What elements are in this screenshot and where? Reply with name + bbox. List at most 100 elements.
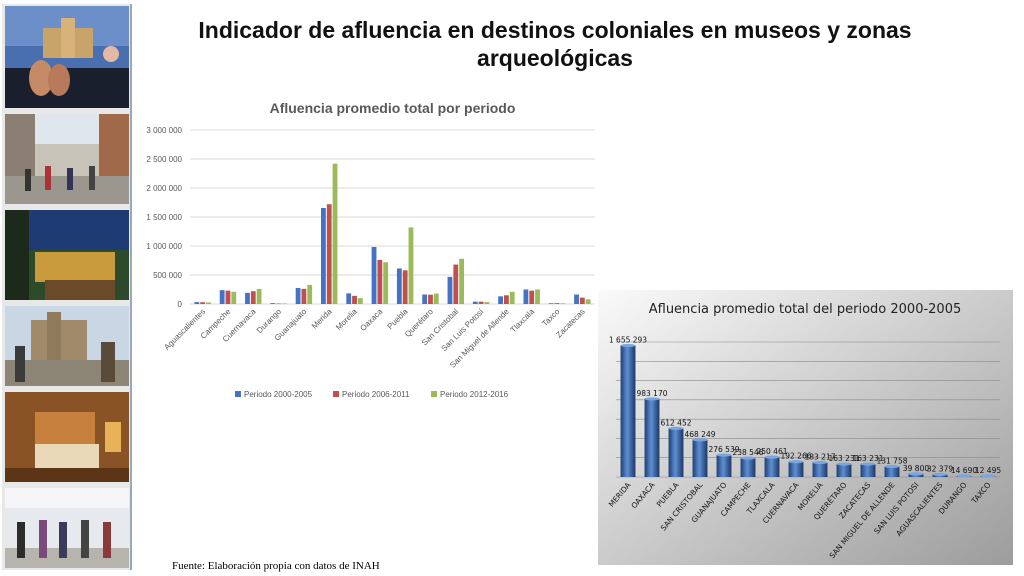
chart1-y-tick: 0 <box>178 300 183 309</box>
chart1-bar <box>256 288 262 304</box>
chart1-bar <box>548 303 554 304</box>
chart1-bar <box>554 303 560 304</box>
chart1-bar <box>231 291 237 304</box>
chart1-x-tick: Oaxaca <box>358 307 384 333</box>
chart1-bar <box>326 204 332 304</box>
chart2-bar <box>668 428 684 477</box>
slide-title: Indicador de afluencia en destinos colon… <box>198 17 912 71</box>
chart1-bar <box>585 299 591 304</box>
photo-strip <box>2 4 132 570</box>
chart2-bar <box>716 455 732 477</box>
chart1-bar <box>574 294 579 304</box>
chart2-bar <box>884 466 900 477</box>
chart1-legend-label: Periodo 2000-2005 <box>244 390 313 399</box>
chart1-bar <box>377 259 383 304</box>
chart1-bar <box>422 294 428 304</box>
chart2-bar-cap <box>668 426 684 430</box>
terrace-night-view-photo <box>5 210 129 300</box>
chart1-bar <box>396 268 402 304</box>
chart1-bar <box>332 163 338 304</box>
chart2-data-label: 163 231 <box>828 454 859 463</box>
chart1-bar <box>200 302 206 304</box>
chart1-bar <box>281 303 287 304</box>
chart2-data-label: 32 379 <box>927 464 953 473</box>
chart1-legend-swatch <box>333 391 339 397</box>
chart1-bar <box>428 294 433 304</box>
chart2-bar-cap <box>860 462 876 466</box>
chart2-data-label: 612 452 <box>660 418 691 427</box>
chart2-bar <box>836 464 852 477</box>
chart2-bar-cap <box>764 455 780 459</box>
chart1-bar <box>225 290 231 304</box>
chart1-title: Afluencia promedio total por periodo <box>270 100 516 116</box>
chart2-bar <box>812 462 828 477</box>
chart2-bar-cap <box>644 397 660 401</box>
chart1-bar <box>307 284 313 304</box>
chart1-x-tick: Merida <box>310 307 334 331</box>
chart1-bar <box>523 289 529 304</box>
chart1-legend-swatch <box>235 391 241 397</box>
chart1-x-tick: Tlaxcala <box>509 307 537 335</box>
chart1-y-tick: 2 000 000 <box>146 184 182 193</box>
chart1-bar <box>301 288 307 304</box>
chart1-bar <box>447 276 453 304</box>
chart2-bar-cap <box>932 472 948 477</box>
chart2-data-label: 250 461 <box>756 447 787 456</box>
colonial-street-crowd-photo <box>5 114 129 204</box>
chart1-bar <box>402 270 408 304</box>
chart2-bar <box>788 461 804 477</box>
chart1-y-tick: 1 500 000 <box>146 213 182 222</box>
chart2-bar <box>740 458 756 477</box>
chart2-background <box>598 290 1013 565</box>
chart1-y-tick: 500 000 <box>153 271 182 280</box>
chart2-bar <box>860 464 876 477</box>
chart2-data-label: 183 217 <box>804 452 835 461</box>
chart2-bar-cap <box>908 472 924 476</box>
chart1-bar <box>276 303 281 305</box>
chart2-data-label: 468 249 <box>684 430 715 439</box>
chart1-bar <box>484 301 490 304</box>
chart1-x-tick: Aguascalientes <box>162 307 207 352</box>
chart2-bar-cap <box>692 438 708 442</box>
chart1-legend-swatch <box>431 391 437 397</box>
chart2-data-label: 12 495 <box>975 466 1001 475</box>
chart2-data-label: 131 758 <box>876 457 907 466</box>
chart1-y-tick: 3 000 000 <box>146 126 182 135</box>
chart2-bar-cap <box>788 460 804 464</box>
chart1-bar <box>321 207 326 304</box>
chart1-bar <box>206 302 211 304</box>
grouped-bar-chart: Afluencia promedio total por periodo 0 500… <box>146 100 595 399</box>
chart2-data-label: 1 655 293 <box>609 336 647 345</box>
chart1-bar <box>352 295 357 304</box>
chart2-data-label: 39 800 <box>903 464 929 473</box>
chart1-bar <box>295 287 301 304</box>
chart1-x-tick: Taxco <box>540 307 562 329</box>
chart2-bar <box>764 457 780 477</box>
chart2-bar <box>620 345 636 477</box>
chart2-bar-cap <box>812 460 828 465</box>
chart1-legend-label: Periodo 2006-2011 <box>342 390 410 399</box>
chart1-bar <box>535 289 540 304</box>
chart1-bar <box>498 296 504 304</box>
chart1-bar <box>250 291 256 304</box>
chart2-data-label: 192 266 <box>780 452 811 461</box>
chart1-bar <box>453 264 459 304</box>
chart1-bar <box>509 291 515 304</box>
chart1-legend-label: Periodo 2012-2016 <box>440 390 509 399</box>
chart1-bar <box>459 258 464 304</box>
chart2-title: Afluencia promedio total del periodo 200… <box>649 302 962 317</box>
chart1-bar <box>245 292 250 304</box>
chart1-bar <box>478 301 484 304</box>
chart2-bar-cap <box>956 474 972 478</box>
chart2-bar-cap <box>740 456 756 460</box>
cathedral-terrace-couple-photo <box>5 6 129 108</box>
chart2-bar-cap <box>836 462 852 466</box>
chart1-x-tick: Morelia <box>334 307 359 332</box>
chart1-bar <box>504 295 509 304</box>
chart2-bar-cap <box>884 464 900 469</box>
chart2-bar <box>692 439 708 477</box>
chart2-data-label: 983 170 <box>636 389 667 398</box>
chart1-bar <box>472 301 478 304</box>
ranking-bar-chart: Afluencia promedio total del periodo 200… <box>598 290 1013 565</box>
chart2-bar-cap <box>620 343 636 348</box>
